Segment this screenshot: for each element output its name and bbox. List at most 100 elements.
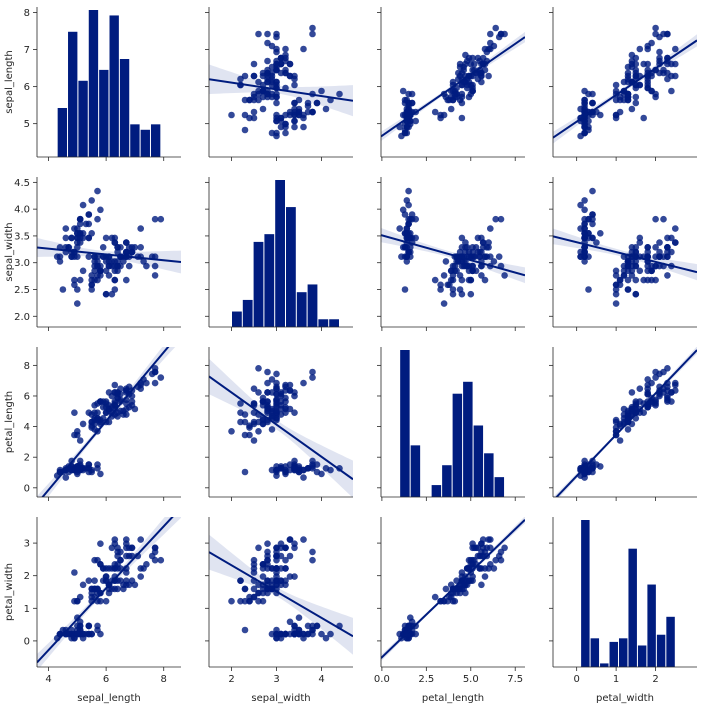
scatter-point (456, 63, 464, 71)
regression-line (381, 519, 525, 659)
scatter-point (632, 290, 640, 298)
scatter-point (672, 379, 679, 387)
scatter-point (309, 24, 316, 32)
scatter-point (449, 272, 457, 279)
y-tick-label: 4.0 (14, 205, 30, 216)
hist-bar (410, 445, 421, 497)
panel-petal_width-vs-sepal_length: 4 6 8 0 1 2 3 (24, 517, 181, 685)
scatter-point (309, 374, 316, 381)
hist-bar (484, 453, 494, 497)
scatter-point (401, 211, 409, 218)
scatter-point (396, 225, 404, 232)
scatter-point (97, 267, 104, 275)
scatter-point (79, 201, 87, 209)
regression-line (209, 551, 353, 638)
scatter-point (99, 565, 107, 572)
scatter-point (228, 597, 235, 605)
scatter-point (255, 581, 262, 589)
hist-bar (318, 319, 329, 327)
y-tick-label: 6 (24, 82, 30, 93)
scatter-point (71, 569, 78, 576)
scatter-point (497, 215, 505, 223)
scatter-point (295, 626, 303, 634)
scatter-point (114, 390, 121, 398)
scatter-point (62, 225, 70, 232)
scatter-point (664, 392, 671, 400)
scatter-point (589, 220, 596, 228)
scatter-point (286, 387, 294, 394)
panel-sepal_length-vs-petal_length (377, 7, 525, 161)
scatter-point (264, 577, 271, 584)
scatter-point (492, 215, 500, 223)
scatter-point (403, 197, 411, 204)
scatter-point (652, 30, 659, 38)
scatter-point (88, 468, 95, 476)
scatter-point (644, 45, 651, 53)
scatter-point (664, 75, 671, 83)
scatter-point (94, 626, 101, 634)
scatter-point (264, 540, 271, 547)
scatter-point (74, 630, 81, 638)
scatter-point (291, 622, 298, 630)
scatter-point (79, 581, 87, 589)
scatter-point (309, 30, 316, 38)
ci-band (37, 517, 181, 667)
scatter-point (237, 577, 244, 584)
scatter-point (102, 597, 110, 605)
scatter-point (431, 108, 439, 116)
scatter-point (336, 90, 343, 98)
scatter-point (437, 111, 444, 119)
scatter-point (644, 60, 651, 68)
regression-line (553, 235, 697, 274)
scatter-point (295, 96, 303, 104)
panel-petal_width-vs-sepal_width: 2 3 4 (205, 517, 353, 685)
scatter-point (309, 457, 316, 465)
scatter-point (76, 622, 84, 630)
x-tick-label: 1 (613, 674, 619, 685)
scatter-point (581, 234, 588, 242)
scatter-point (469, 565, 476, 572)
scatter-point (273, 565, 280, 572)
scatter-point (455, 258, 462, 265)
scatter-point (250, 593, 258, 601)
scatter-point (291, 75, 298, 83)
scatter-point (644, 244, 651, 251)
scatter-point (241, 468, 249, 476)
scatter-point (237, 418, 244, 426)
x-tick-label: 4 (318, 674, 324, 685)
scatter-point (250, 585, 258, 593)
scatter-point (495, 253, 503, 260)
plot-area (381, 187, 525, 307)
scatter-point (105, 272, 113, 279)
panel-petal_length-vs-sepal_length: 0 2 4 6 8 (24, 347, 181, 501)
hist-bar (590, 638, 600, 667)
scatter-point (412, 630, 420, 638)
scatter-point (74, 239, 81, 246)
panel-petal_width-vs-petal_length: 0.0 2.5 5.0 7.5 (374, 517, 525, 685)
scatter-point (581, 258, 588, 265)
regression-line (555, 349, 697, 497)
x-tick-label: 7.5 (507, 674, 523, 685)
scatter-point (660, 215, 667, 223)
scatter-point (137, 244, 144, 251)
scatter-point (581, 244, 588, 251)
scatter-point (304, 102, 312, 110)
regression-line (37, 517, 174, 664)
scatter-point (268, 376, 276, 383)
scatter-point (241, 72, 249, 80)
scatter-point (656, 48, 663, 56)
scatter-point (474, 54, 482, 62)
scatter-point (250, 108, 258, 116)
scatter-point (652, 24, 659, 32)
scatter-point (300, 379, 307, 387)
scatter-point (577, 225, 584, 232)
scatter-point (581, 220, 588, 228)
scatter-point (636, 385, 644, 393)
scatter-point (91, 577, 98, 584)
scatter-point (309, 622, 316, 630)
hist-bar (463, 381, 473, 497)
scatter-point (652, 244, 659, 251)
scatter-point (157, 374, 165, 381)
scatter-point (485, 72, 492, 80)
scatter-point (652, 253, 659, 260)
